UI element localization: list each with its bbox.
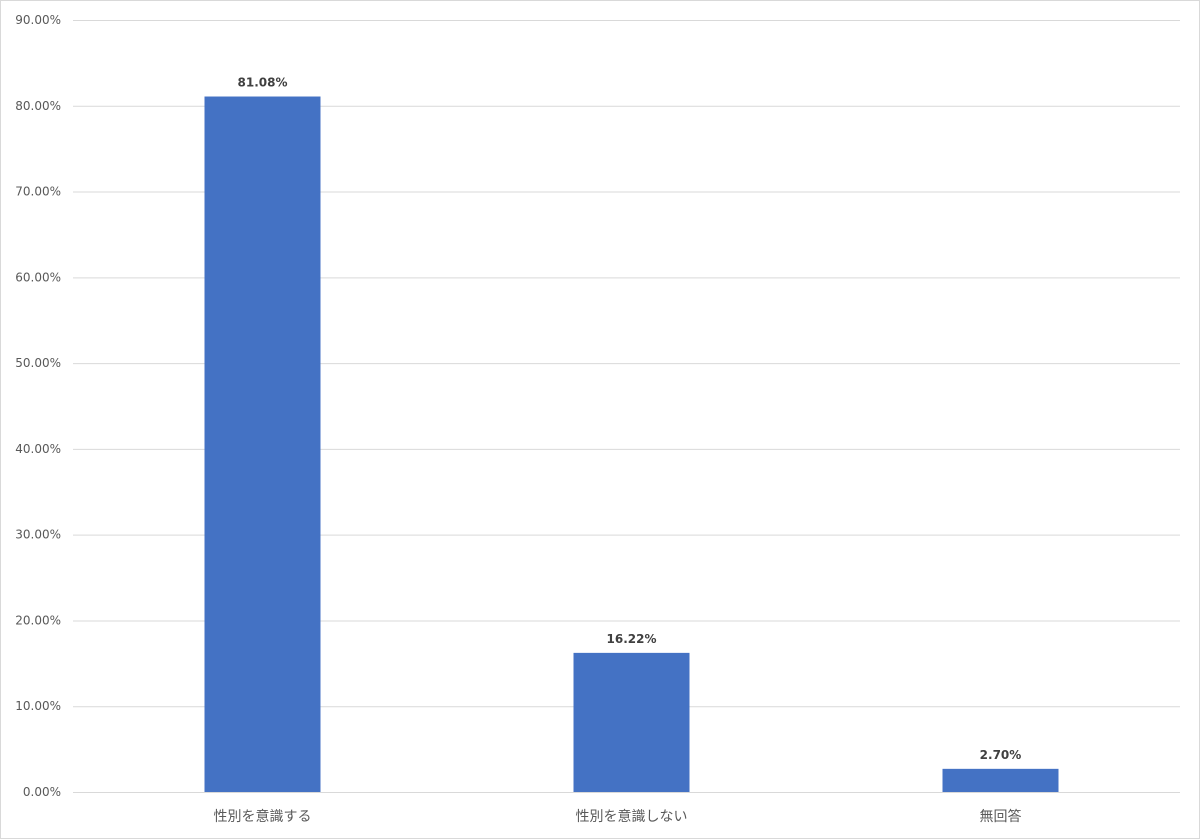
bar <box>573 652 690 792</box>
y-tick-label: 50.00% <box>15 356 61 370</box>
y-tick-label: 10.00% <box>15 699 61 713</box>
bar <box>204 96 321 792</box>
data-label: 16.22% <box>607 632 657 646</box>
y-tick-label: 70.00% <box>15 185 61 199</box>
y-tick-label: 90.00% <box>15 13 61 27</box>
bar <box>942 768 1059 792</box>
data-label: 81.08% <box>238 76 288 90</box>
category-label: 性別を意識しない <box>576 808 688 825</box>
bars <box>204 96 1059 792</box>
data-labels: 81.08% 16.22% 2.70% <box>238 76 1022 762</box>
y-axis-tick-labels: 0.00% 10.00% 20.00% 30.00% 40.00% 50.00% 60.00… <box>15 13 61 799</box>
y-tick-label: 40.00% <box>15 442 61 456</box>
category-label: 性別を意識する <box>214 808 312 825</box>
y-tick-label: 20.00% <box>15 613 61 627</box>
data-label: 2.70% <box>980 748 1022 762</box>
y-tick-label: 80.00% <box>15 99 61 113</box>
y-tick-label: 30.00% <box>15 528 61 542</box>
category-label: 無回答 <box>980 808 1022 825</box>
y-tick-label: 0.00% <box>23 785 61 799</box>
y-tick-label: 60.00% <box>15 270 61 284</box>
x-axis-category-labels: 性別を意識する 性別を意識しない 無回答 <box>214 808 1022 825</box>
